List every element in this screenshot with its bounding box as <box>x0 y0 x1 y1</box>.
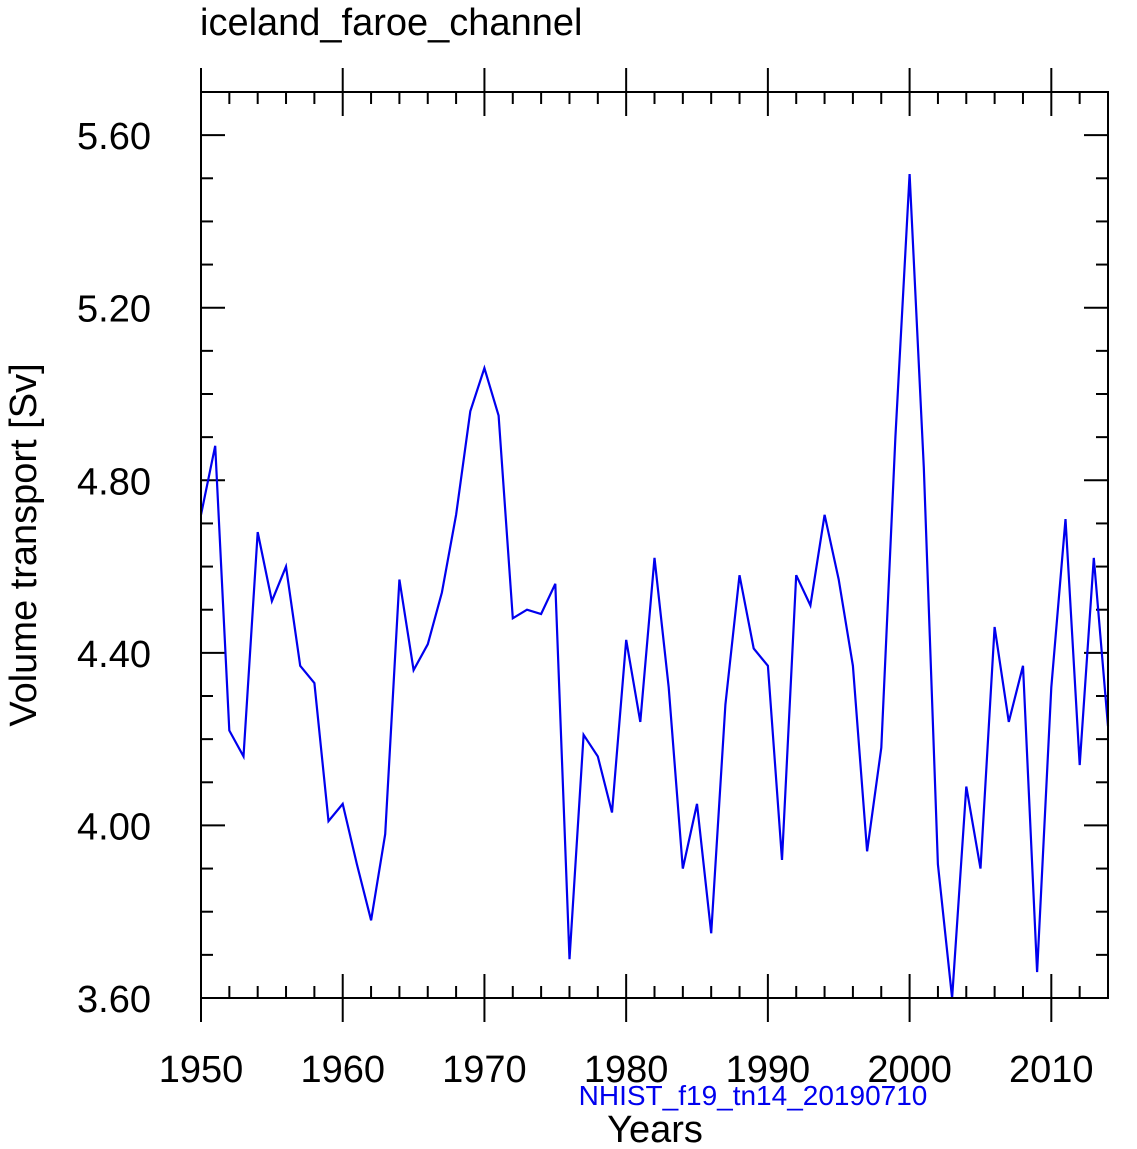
x-tick-labels: 1950 1960 1970 1980 1990 2000 2010 <box>159 1049 1094 1091</box>
y-tick-label: 5.60 <box>77 116 151 158</box>
y-axis-title: Volume transport [Sv] <box>3 363 45 726</box>
y-tick-label: 4.40 <box>77 634 151 676</box>
x-tick-label: 1950 <box>159 1049 244 1091</box>
x-tick-label: 1990 <box>726 1049 811 1091</box>
series-line <box>199 173 1110 999</box>
x-tick-label: 1980 <box>584 1049 669 1091</box>
plot-frame <box>200 91 1109 999</box>
x-tick-label: 1970 <box>442 1049 527 1091</box>
y-tick-label: 4.00 <box>77 806 151 848</box>
chart-title: iceland_faroe_channel <box>200 2 582 44</box>
y-tick-labels: 3.60 4.00 4.40 4.80 5.20 5.60 <box>77 116 151 1021</box>
x-tick-label: 2000 <box>867 1049 952 1091</box>
x-major-ticks <box>200 68 1053 1022</box>
x-tick-label: 1960 <box>300 1049 385 1091</box>
x-axis-title: Years <box>607 1109 703 1149</box>
run-id-annotation: NHIST_f19_tn14_20190710 <box>579 1080 928 1111</box>
series-group <box>199 173 1110 999</box>
x-tick-label: 2010 <box>1009 1049 1094 1091</box>
y-tick-label: 5.20 <box>77 289 151 331</box>
y-tick-label: 4.80 <box>77 461 151 503</box>
x-minor-ticks <box>228 92 1081 998</box>
y-tick-label: 3.60 <box>77 979 151 1021</box>
